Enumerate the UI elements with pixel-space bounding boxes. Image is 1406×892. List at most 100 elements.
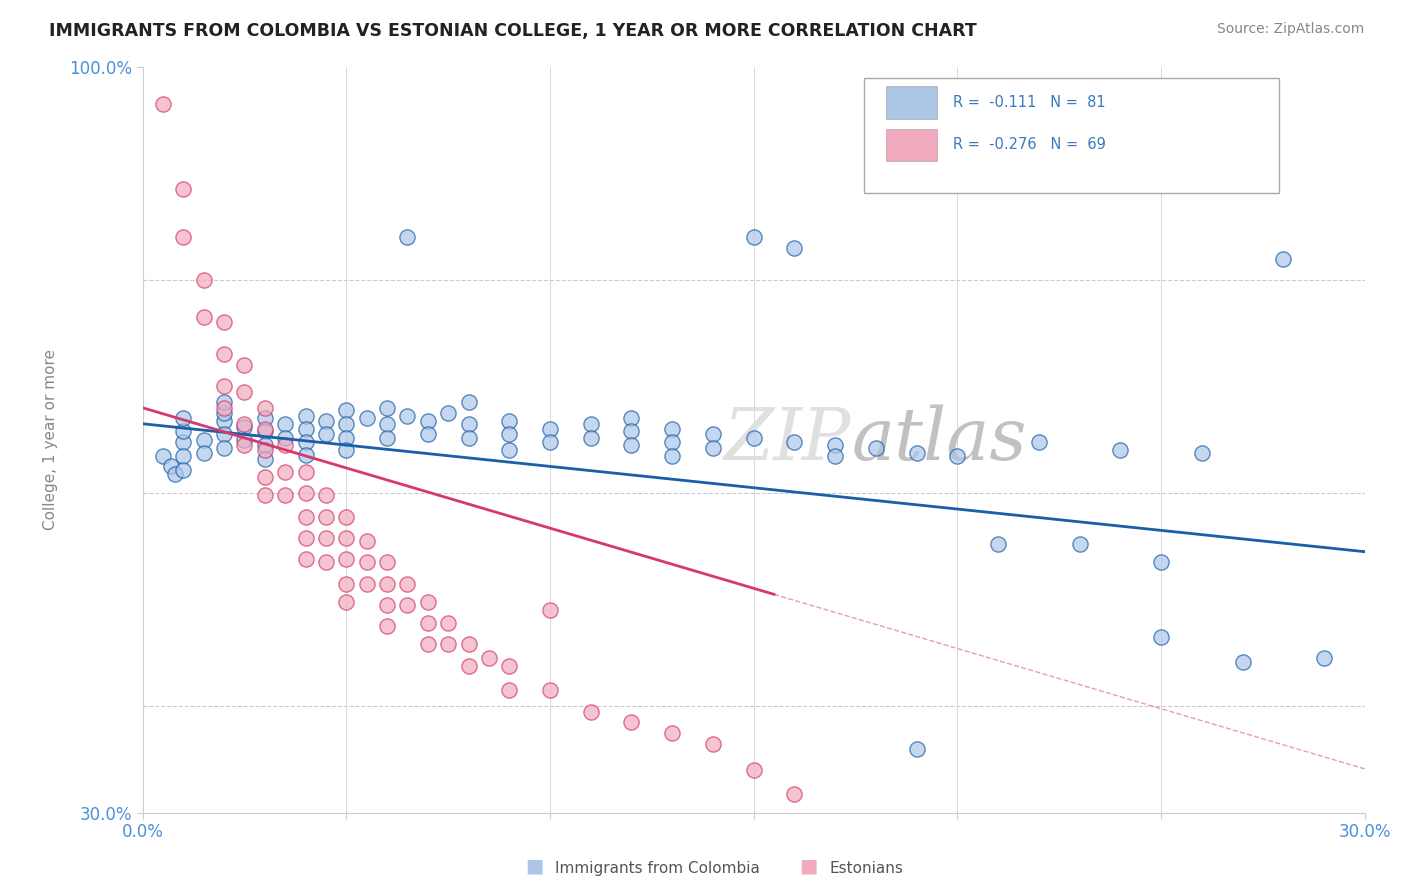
Point (253, 452, 276, 467)
Point (396, 409, 419, 424)
Point (416, 637, 439, 651)
Point (498, 658, 520, 673)
Point (396, 598, 419, 612)
Point (233, 438, 256, 452)
Point (212, 395, 235, 409)
Point (375, 576, 398, 591)
Point (212, 379, 235, 393)
Point (212, 347, 235, 361)
Point (294, 509, 316, 524)
Point (172, 449, 194, 463)
Point (253, 470, 276, 484)
Point (233, 420, 256, 434)
Point (375, 417, 398, 431)
Point (294, 465, 316, 479)
Point (498, 683, 520, 698)
Point (172, 230, 194, 244)
Point (620, 438, 643, 452)
Point (416, 413, 439, 427)
Point (437, 406, 460, 420)
Text: ■: ■ (524, 857, 544, 876)
Point (212, 427, 235, 442)
Point (253, 488, 276, 502)
Point (212, 316, 235, 330)
Point (1191, 445, 1213, 459)
Point (396, 230, 419, 244)
Point (274, 465, 297, 479)
Point (661, 422, 683, 436)
Point (274, 438, 297, 452)
Point (1292, 822, 1315, 836)
Point (193, 433, 215, 447)
Point (538, 683, 561, 698)
Point (824, 438, 846, 452)
FancyBboxPatch shape (886, 86, 936, 119)
Point (457, 417, 479, 431)
Point (661, 434, 683, 449)
Point (172, 411, 194, 425)
Point (416, 427, 439, 442)
Text: Immigrants from Colombia: Immigrants from Colombia (555, 861, 761, 876)
Point (335, 403, 357, 417)
Point (457, 637, 479, 651)
Point (742, 764, 765, 778)
Point (315, 555, 337, 569)
Point (538, 603, 561, 617)
Point (1272, 252, 1295, 266)
Y-axis label: College, 1 year or more: College, 1 year or more (44, 350, 58, 530)
Point (193, 445, 215, 459)
Point (253, 401, 276, 415)
Point (152, 449, 174, 463)
Point (274, 417, 297, 431)
Point (315, 488, 337, 502)
FancyBboxPatch shape (886, 128, 936, 161)
Point (193, 310, 215, 325)
Point (335, 576, 357, 591)
Point (416, 616, 439, 631)
Point (356, 411, 378, 425)
Point (274, 488, 297, 502)
Point (661, 726, 683, 740)
Point (905, 445, 928, 459)
Point (233, 433, 256, 447)
Point (253, 443, 276, 458)
Point (335, 595, 357, 609)
Point (356, 534, 378, 549)
Point (294, 531, 316, 545)
Text: Estonians: Estonians (830, 861, 904, 876)
Point (375, 401, 398, 415)
Point (620, 424, 643, 438)
Point (335, 431, 357, 445)
Point (315, 531, 337, 545)
Point (702, 442, 724, 456)
Point (212, 406, 235, 420)
Point (1150, 630, 1173, 644)
Point (172, 182, 194, 196)
Point (315, 509, 337, 524)
Point (335, 531, 357, 545)
Point (437, 616, 460, 631)
Text: Source: ZipAtlas.com: Source: ZipAtlas.com (1216, 22, 1364, 37)
Point (165, 467, 187, 481)
Point (274, 431, 297, 445)
Point (1313, 651, 1336, 665)
Point (742, 431, 765, 445)
Point (253, 438, 276, 452)
Point (212, 413, 235, 427)
Point (294, 486, 316, 500)
Text: ZIP: ZIP (724, 404, 852, 475)
Point (498, 443, 520, 458)
Point (1232, 655, 1254, 669)
Point (294, 434, 316, 449)
Point (783, 787, 806, 801)
Point (457, 658, 479, 673)
Point (193, 273, 215, 287)
Point (233, 358, 256, 372)
Point (375, 598, 398, 612)
Point (294, 409, 316, 424)
Point (160, 459, 183, 474)
Point (661, 449, 683, 463)
Point (253, 411, 276, 425)
Point (212, 442, 235, 456)
Point (172, 462, 194, 476)
